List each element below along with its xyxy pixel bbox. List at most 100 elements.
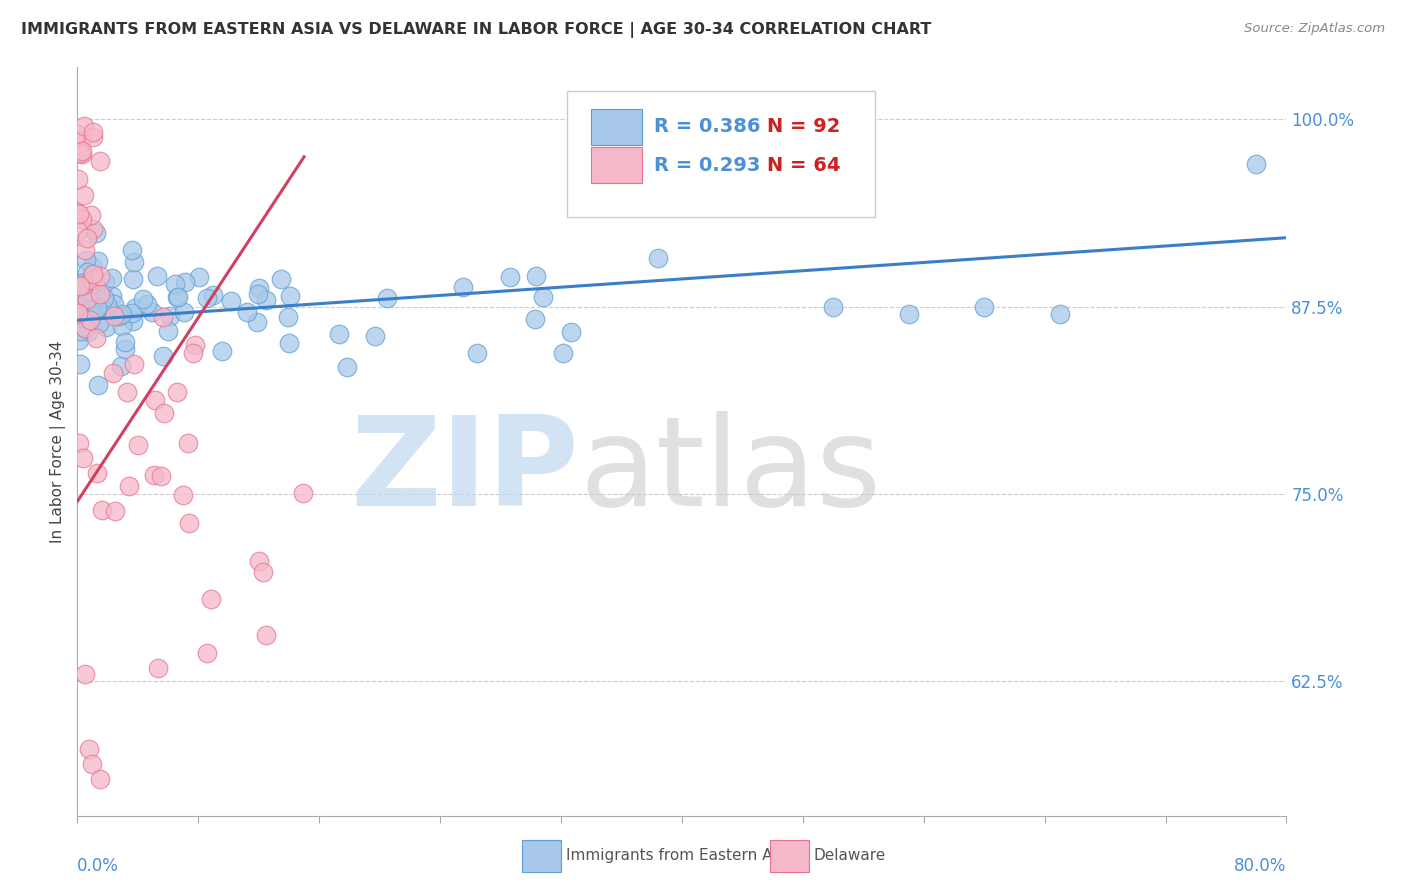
Point (364, 329, 387, 343)
Point (524, 311, 547, 326)
Point (465, 345, 488, 359)
Point (184, 337, 207, 351)
Point (101, 270, 124, 285)
Point (69, 279, 91, 293)
Point (86, 301, 108, 315)
Point (278, 335, 301, 350)
Point (76, 325, 98, 339)
Point (94, 320, 117, 334)
Point (103, 309, 125, 323)
Point (73, 320, 96, 334)
Point (87, 253, 110, 268)
Point (146, 661, 169, 675)
Point (114, 342, 136, 356)
Point (89, 772, 111, 786)
Point (110, 359, 132, 374)
Point (551, 346, 574, 360)
Text: Source: ZipAtlas.com: Source: ZipAtlas.com (1244, 22, 1385, 36)
Point (82, 125, 104, 139)
Point (66, 306, 89, 320)
Point (72, 292, 94, 306)
Point (70, 147, 93, 161)
Point (122, 314, 145, 328)
Point (973, 300, 995, 314)
Point (91, 503, 114, 517)
Text: 0.0%: 0.0% (77, 857, 120, 875)
Point (70, 212, 93, 227)
Point (181, 345, 204, 359)
Point (247, 286, 270, 301)
Text: Delaware: Delaware (814, 848, 886, 863)
Point (100, 289, 122, 303)
Point (76, 292, 98, 306)
Point (89, 287, 111, 301)
Point (897, 307, 920, 321)
Point (451, 280, 474, 294)
Point (96, 298, 118, 312)
Point (143, 392, 166, 407)
Point (70, 290, 93, 304)
Point (79, 741, 101, 756)
Point (76, 231, 98, 245)
Point (66, 206, 89, 220)
FancyBboxPatch shape (522, 840, 561, 871)
Text: 80.0%: 80.0% (1234, 857, 1286, 875)
Point (152, 349, 174, 363)
Text: N = 64: N = 64 (766, 155, 839, 175)
FancyBboxPatch shape (592, 109, 643, 145)
Point (89, 269, 111, 284)
Point (73, 666, 96, 681)
Point (69, 357, 91, 371)
Point (117, 479, 139, 493)
Point (177, 436, 200, 450)
Point (172, 488, 194, 502)
Point (90, 301, 112, 315)
Point (247, 281, 270, 295)
Point (87, 378, 110, 392)
Point (165, 277, 187, 292)
Point (93, 291, 115, 305)
Point (122, 357, 145, 371)
Text: R = 0.293: R = 0.293 (654, 155, 761, 175)
Point (246, 315, 269, 329)
Point (270, 272, 292, 286)
Point (86, 226, 108, 240)
FancyBboxPatch shape (770, 840, 808, 871)
Point (94, 275, 117, 289)
Point (560, 325, 582, 339)
Point (499, 270, 522, 285)
Point (114, 334, 136, 349)
Point (174, 275, 197, 289)
Point (136, 297, 159, 311)
Point (69, 134, 91, 148)
Text: R = 0.386: R = 0.386 (654, 117, 761, 136)
Point (211, 343, 233, 358)
Point (67, 305, 90, 319)
Point (115, 384, 138, 399)
Point (82, 756, 104, 771)
Point (195, 646, 218, 660)
Point (277, 310, 299, 324)
Point (80, 259, 103, 273)
FancyBboxPatch shape (567, 91, 876, 217)
Point (79, 301, 101, 316)
Point (89, 300, 111, 314)
Point (177, 516, 200, 530)
Point (159, 309, 181, 323)
Point (72, 277, 94, 292)
Point (79, 269, 101, 284)
Point (70, 324, 93, 338)
Point (247, 554, 270, 568)
Point (166, 290, 188, 304)
Point (166, 385, 188, 400)
Point (197, 291, 219, 305)
Point (221, 294, 243, 309)
Point (375, 291, 398, 305)
Point (121, 272, 143, 286)
Point (89, 154, 111, 169)
Y-axis label: In Labor Force | Age 30-34: In Labor Force | Age 30-34 (51, 340, 66, 543)
Point (89, 316, 111, 330)
Text: N = 92: N = 92 (766, 117, 839, 136)
Point (153, 406, 176, 420)
Point (84, 291, 107, 305)
